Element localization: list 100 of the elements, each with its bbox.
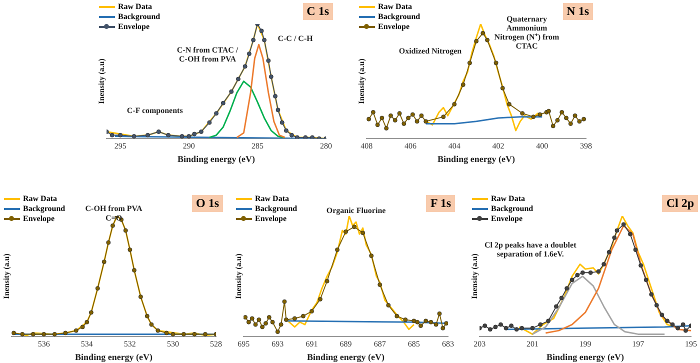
legend-label: Envelope — [118, 22, 150, 32]
point — [236, 76, 240, 82]
point — [180, 134, 184, 139]
point — [531, 114, 536, 120]
point — [276, 108, 280, 112]
point — [441, 114, 446, 120]
point — [564, 286, 570, 291]
x-tick-label: 683 — [442, 339, 454, 348]
annotation: Quaternary Ammonium Nitrogen (N⁺) from CTAC — [494, 14, 560, 51]
point — [660, 312, 664, 318]
x-tick-label: 402 — [492, 141, 504, 150]
point — [275, 330, 280, 334]
point — [485, 38, 490, 42]
point — [280, 120, 284, 125]
point — [498, 322, 503, 327]
legend-label: Background — [118, 12, 160, 22]
point — [415, 320, 420, 324]
point — [444, 321, 448, 326]
point — [266, 58, 271, 63]
point — [244, 315, 248, 320]
point — [282, 299, 287, 304]
point — [538, 112, 542, 117]
point — [88, 310, 94, 315]
point — [132, 134, 136, 139]
point — [106, 240, 111, 245]
point — [638, 263, 644, 268]
point — [292, 316, 297, 321]
annotation: C-F components — [126, 106, 183, 116]
x-tick-label: 201 — [526, 339, 538, 348]
point — [220, 100, 226, 106]
legend-label: Raw Data — [491, 194, 525, 204]
point — [369, 254, 374, 258]
legend-label: Raw Data — [118, 2, 152, 12]
point — [437, 311, 442, 316]
point — [410, 112, 415, 117]
point — [572, 113, 578, 118]
point — [294, 135, 300, 139]
point — [530, 326, 535, 330]
point — [289, 132, 294, 138]
point — [242, 64, 248, 69]
legend-label: Background — [23, 204, 66, 214]
point — [568, 121, 573, 126]
x-tick-label: 280 — [320, 141, 332, 150]
point — [550, 124, 556, 128]
x-tick-label: 534 — [80, 339, 93, 348]
y-axis-title: Inensity (a.u) — [470, 253, 479, 299]
point — [30, 332, 36, 336]
legend-label: Raw Data — [23, 194, 57, 204]
point — [128, 248, 132, 252]
point — [418, 323, 423, 328]
point — [52, 332, 57, 336]
point — [63, 330, 68, 336]
point — [202, 332, 208, 336]
point — [335, 248, 340, 252]
text: C-OH from PVA — [85, 204, 143, 213]
point — [246, 320, 251, 324]
point — [564, 116, 569, 120]
point — [654, 302, 659, 308]
point — [670, 322, 675, 327]
chart-title: F 1s — [426, 195, 455, 212]
legend-label: Raw Data — [378, 2, 412, 12]
x-tick-label: 687 — [374, 339, 386, 348]
point — [628, 232, 632, 236]
legend-label: Envelope — [378, 22, 410, 32]
point — [229, 89, 234, 94]
point — [268, 74, 274, 79]
point — [538, 322, 543, 327]
point — [580, 270, 585, 275]
point — [480, 30, 486, 36]
x-tick-label: 530 — [166, 339, 179, 348]
point — [577, 119, 582, 124]
chart-title: N 1s — [562, 3, 593, 20]
point — [262, 38, 267, 42]
point — [575, 272, 580, 278]
point — [118, 132, 123, 138]
point — [144, 314, 150, 318]
x-tick-label: 398 — [580, 141, 592, 150]
point — [284, 128, 288, 133]
point — [352, 224, 357, 230]
point — [166, 132, 171, 138]
x-tick-label: 685 — [408, 339, 420, 348]
legend-label: Background — [491, 204, 534, 214]
point — [406, 116, 411, 120]
point — [95, 286, 100, 291]
point — [278, 322, 284, 327]
point — [419, 113, 424, 118]
point — [102, 260, 106, 264]
point — [386, 302, 391, 308]
point — [612, 235, 617, 240]
point — [273, 94, 278, 98]
point — [251, 38, 256, 42]
point — [676, 326, 680, 330]
point — [559, 296, 564, 300]
point — [138, 294, 143, 300]
x-tick-label: 528 — [210, 339, 222, 348]
point — [397, 111, 402, 116]
y-axis-title: Inensity (a.u) — [96, 58, 106, 104]
point — [500, 86, 505, 90]
x-tick-label: 532 — [124, 339, 136, 348]
point — [664, 318, 670, 324]
